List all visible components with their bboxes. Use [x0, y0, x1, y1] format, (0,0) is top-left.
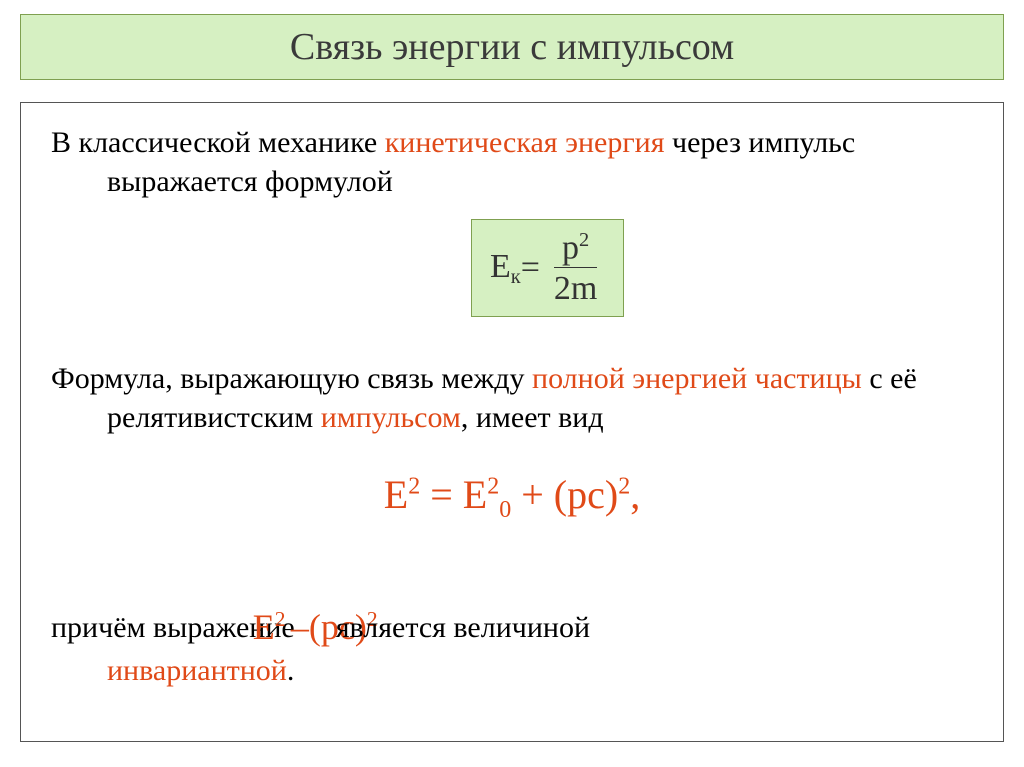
paragraph-2: Формула, выражающую связь между полной э… [51, 359, 973, 437]
formula-lhs-sub: к [511, 266, 521, 288]
eq2-e2: E [463, 472, 487, 517]
inv-sup1: 2 [275, 607, 291, 631]
content-box: В классической механике кинетическая эне… [20, 102, 1004, 742]
eq2-sup1: 2 [408, 474, 420, 500]
formula-lhs-e: E [490, 248, 511, 285]
eq2-sup2: 2 [487, 474, 499, 500]
eq2-sub0: 0 [499, 497, 511, 523]
paragraph-1: В классической механике кинетическая эне… [51, 123, 973, 201]
formula-lhs: Eк [490, 248, 521, 289]
p1-text-1: В классической механике [51, 126, 385, 159]
formula-ek: Eк = p2 2m [471, 219, 624, 317]
formula-num-p: p [562, 229, 579, 266]
paragraph-3: причём выражение E2 –(pc)2 является вели… [51, 604, 973, 690]
p2-highlight-2: импульсом [321, 401, 461, 434]
p3-highlight-1: инвариантной [107, 654, 287, 687]
p3-line2: инвариантной. [107, 651, 973, 690]
p2-text-5: , имеет вид [461, 401, 604, 434]
formula-numerator: p2 [554, 230, 597, 268]
formula-denominator: 2m [546, 268, 605, 306]
eq2-eq: = [420, 472, 463, 517]
p3-text-2: является величиной [392, 608, 590, 647]
formula-fraction: p2 2m [546, 230, 605, 306]
formula-equals: = [521, 249, 540, 287]
p2-highlight-1: полной энергией частицы [532, 362, 862, 395]
p3-text-4: . [287, 654, 295, 687]
slide: Связь энергии с импульсом В классической… [0, 0, 1024, 767]
inv-e: E [253, 607, 275, 647]
formula-num-sup: 2 [579, 229, 589, 251]
p1-highlight-1: кинетическая энергия [385, 126, 665, 159]
eq2-plus: + (pc) [511, 472, 618, 517]
formula-ek-inner: Eк = p2 2m [490, 230, 605, 306]
eq2-e1: E [384, 472, 408, 517]
p2-text-1: Формула, выражающую связь между [51, 362, 532, 395]
eq2-comma: , [630, 472, 640, 517]
slide-title: Связь энергии с импульсом [20, 14, 1004, 80]
equation-relativistic: E2 = E20 + (pc)2, [51, 471, 973, 524]
eq2-sup3: 2 [618, 474, 630, 500]
